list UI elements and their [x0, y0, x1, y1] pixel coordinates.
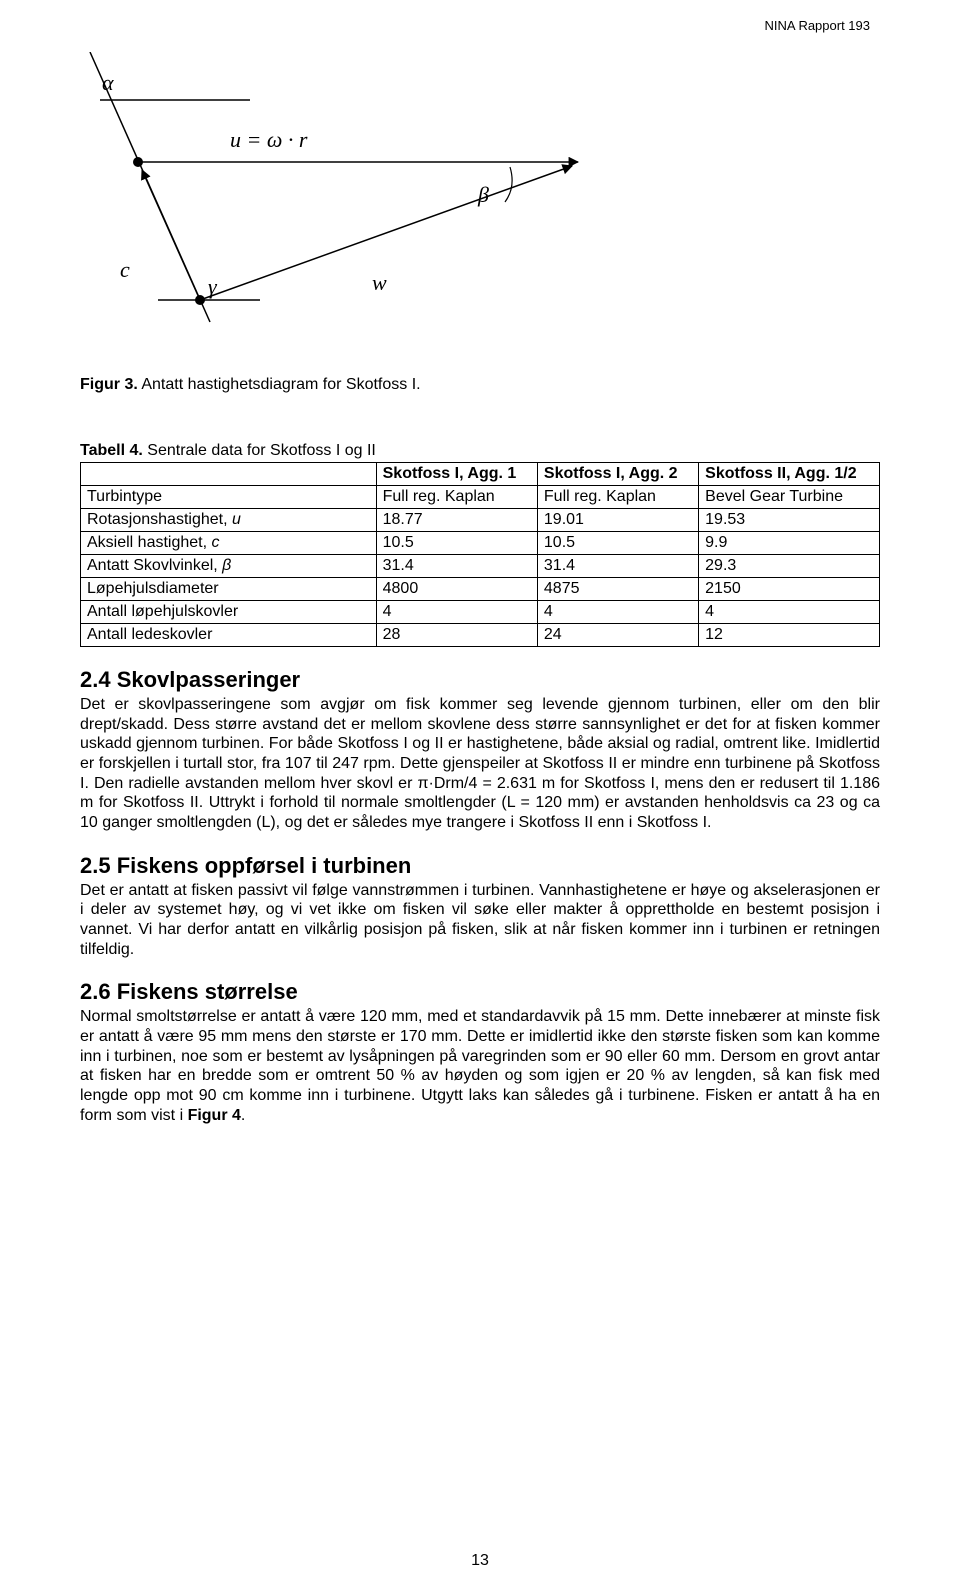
cell: 10.5 — [376, 532, 537, 555]
figure-3-caption-bold: Figur 3. — [80, 376, 138, 393]
page-number: 13 — [0, 1552, 960, 1570]
row-label: Løpehjulsdiameter — [81, 578, 377, 601]
figure-4-ref: Figur 4 — [188, 1107, 241, 1124]
cell: 24 — [537, 624, 698, 647]
cell: Bevel Gear Turbine — [699, 486, 880, 509]
w-label: w — [372, 270, 387, 295]
cell: 19.53 — [699, 509, 880, 532]
figure-3-caption: Figur 3. Antatt hastighetsdiagram for Sk… — [80, 376, 880, 394]
figure-3-svg: α u = ω · r β γ c w — [80, 52, 620, 362]
table-col-3: Skotfoss II, Agg. 1/2 — [699, 463, 880, 486]
cell: 18.77 — [376, 509, 537, 532]
c-label: c — [120, 257, 130, 282]
row-label: Antatt Skovlvinkel, β — [81, 555, 377, 578]
table-4-title-rest: Sentrale data for Skotfoss I og II — [143, 442, 376, 459]
table-4-title: Tabell 4. Sentrale data for Skotfoss I o… — [80, 442, 880, 460]
page: NINA Rapport 193 α u = ω · r β — [0, 0, 960, 1594]
equation-label: u = ω · r — [230, 127, 308, 152]
section-2-5-body: Det er antatt at fisken passivt vil følg… — [80, 881, 880, 960]
header-report-label: NINA Rapport 193 — [764, 18, 870, 33]
table-4: Skotfoss I, Agg. 1 Skotfoss I, Agg. 2 Sk… — [80, 462, 880, 647]
cell: 29.3 — [699, 555, 880, 578]
cell: 19.01 — [537, 509, 698, 532]
table-col-2: Skotfoss I, Agg. 2 — [537, 463, 698, 486]
cell: 28 — [376, 624, 537, 647]
row-label: Turbintype — [81, 486, 377, 509]
row-label: Antall ledeskovler — [81, 624, 377, 647]
row-label: Antall løpehjulskovler — [81, 601, 377, 624]
alpha-label: α — [102, 70, 114, 95]
table-row: Aksiell hastighet, c 10.5 10.5 9.9 — [81, 532, 880, 555]
beta-label: β — [477, 182, 489, 207]
table-row: Løpehjulsdiameter 4800 4875 2150 — [81, 578, 880, 601]
cell: 31.4 — [376, 555, 537, 578]
cell: 4800 — [376, 578, 537, 601]
cell: 12 — [699, 624, 880, 647]
table-header-row: Skotfoss I, Agg. 1 Skotfoss I, Agg. 2 Sk… — [81, 463, 880, 486]
cell: 10.5 — [537, 532, 698, 555]
cell: 4 — [376, 601, 537, 624]
section-2-5-heading: 2.5 Fiskens oppførsel i turbinen — [80, 853, 880, 879]
table-row: Antall løpehjulskovler 4 4 4 — [81, 601, 880, 624]
cell: Full reg. Kaplan — [537, 486, 698, 509]
row-label: Aksiell hastighet, c — [81, 532, 377, 555]
gamma-label: γ — [208, 274, 218, 299]
table-row: Antatt Skovlvinkel, β 31.4 31.4 29.3 — [81, 555, 880, 578]
section-2-4-body: Det er skovlpasseringene som avgjør om f… — [80, 695, 880, 833]
cell: 31.4 — [537, 555, 698, 578]
table-col-1: Skotfoss I, Agg. 1 — [376, 463, 537, 486]
cell: 4 — [537, 601, 698, 624]
section-2-6-body-post: . — [241, 1107, 245, 1124]
table-header-blank — [81, 463, 377, 486]
section-2-6-heading: 2.6 Fiskens størrelse — [80, 979, 880, 1005]
row-label: Rotasjonshastighet, u — [81, 509, 377, 532]
cell: 4875 — [537, 578, 698, 601]
section-2-6-body: Normal smoltstørrelse er antatt å være 1… — [80, 1007, 880, 1125]
table-4-title-bold: Tabell 4. — [80, 442, 143, 459]
cell: Full reg. Kaplan — [376, 486, 537, 509]
figure-3-caption-rest: Antatt hastighetsdiagram for Skotfoss I. — [138, 376, 421, 393]
table-row: Rotasjonshastighet, u 18.77 19.01 19.53 — [81, 509, 880, 532]
section-2-4-heading: 2.4 Skovlpasseringer — [80, 667, 880, 693]
table-row: Antall ledeskovler 28 24 12 — [81, 624, 880, 647]
cell: 9.9 — [699, 532, 880, 555]
cell: 2150 — [699, 578, 880, 601]
table-row: Turbintype Full reg. Kaplan Full reg. Ka… — [81, 486, 880, 509]
cell: 4 — [699, 601, 880, 624]
